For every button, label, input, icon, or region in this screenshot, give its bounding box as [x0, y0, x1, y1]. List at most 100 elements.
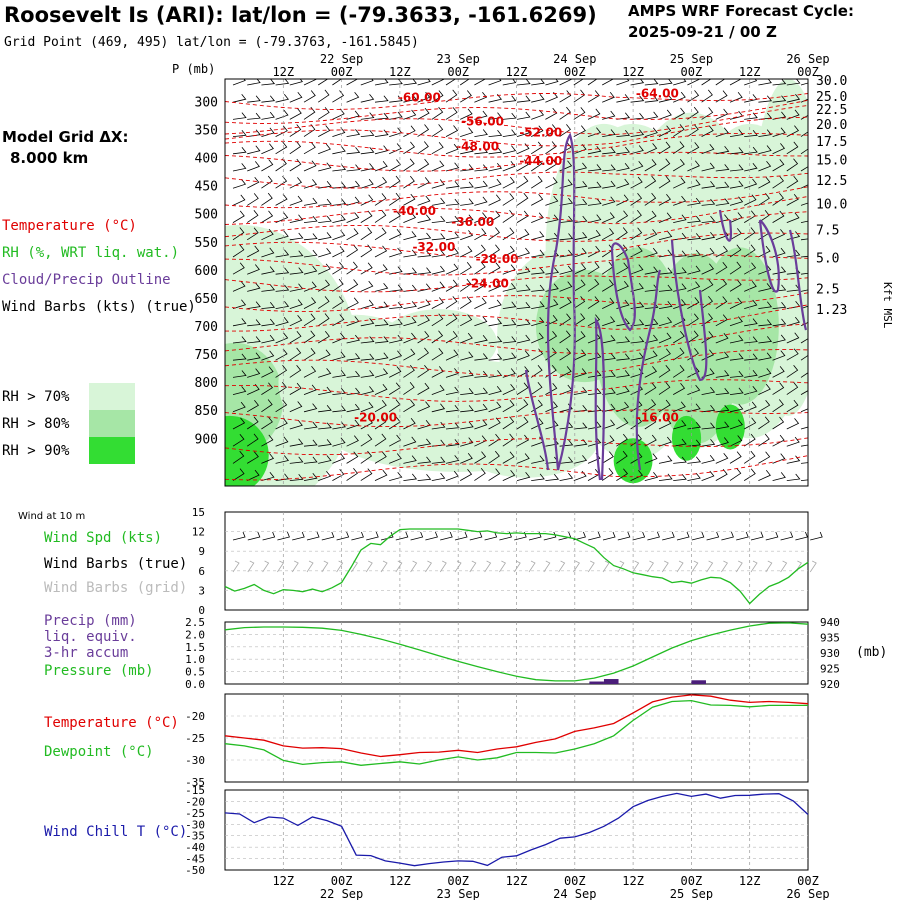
wind-barb [360, 227, 373, 241]
wind-barb [545, 195, 559, 206]
bottom-time-tick-label: 00Z [331, 874, 353, 888]
wind-barb [616, 450, 628, 464]
pressure-tick-label: 750 [195, 348, 218, 363]
height-tick-label: 30.0 [816, 74, 847, 89]
wind-barb [445, 198, 460, 206]
wind-barb [602, 110, 616, 120]
wind-barb [289, 347, 302, 361]
pressure-tick-label: 350 [195, 124, 218, 139]
wind-barb [673, 473, 687, 481]
wind-barb [516, 210, 529, 223]
legend-precip-liq: liq. equiv. [44, 629, 137, 645]
wind-barb [318, 470, 332, 481]
bottom-time-tick-label: 12Z [739, 874, 761, 888]
wind-barb [573, 331, 586, 344]
wind-barb [289, 314, 303, 327]
wind-barb [502, 245, 515, 258]
wind-barb [360, 79, 374, 86]
wind-barb [247, 176, 260, 189]
wind-barb [332, 230, 346, 241]
wind-barb [545, 267, 560, 275]
wind-barb [701, 247, 715, 258]
wind-barb [516, 247, 531, 258]
model-grid-label: Model Grid ΔX: [2, 128, 129, 146]
wind-barb [360, 450, 373, 464]
wind-barb [616, 417, 629, 430]
wind-barb [658, 473, 673, 481]
wind-barb [729, 110, 744, 120]
wind-barb [289, 401, 303, 413]
legend-rh90-label: RH > 90% [2, 443, 70, 459]
wind-barb [247, 95, 261, 103]
wind-barb [786, 212, 800, 223]
wind-barb [658, 212, 672, 223]
wind-barb [460, 230, 474, 241]
wind-barb [616, 79, 630, 86]
wind-barb [417, 283, 432, 292]
pressure-tick-label: 900 [195, 432, 218, 447]
y-tick-label: -35 [185, 776, 205, 789]
wind-barb [701, 386, 716, 395]
wind-barb [417, 364, 429, 378]
wind-barb [289, 474, 304, 481]
y-tick-label: 0 [198, 604, 205, 617]
wind-barb [800, 444, 808, 447]
wind-barb [374, 469, 388, 481]
bottom-date-tick-label: 24 Sep [553, 887, 596, 900]
wind-barb [545, 382, 558, 395]
wind-barb [275, 158, 287, 172]
wind-barb [488, 299, 502, 309]
wind-barb [673, 382, 686, 395]
wind-barb [531, 348, 544, 361]
wind-barb [459, 79, 470, 86]
wind-barb [786, 158, 799, 172]
wind-barb [318, 455, 332, 464]
wind-barb [275, 348, 288, 361]
wind-barb [616, 299, 630, 309]
wind-barb [673, 267, 687, 275]
wind-barb [758, 95, 773, 103]
wind-barb [573, 247, 587, 258]
wind-barb [616, 468, 628, 481]
wind-barb [559, 90, 572, 103]
rh-shading-layer [225, 79, 808, 486]
wind-barb [502, 129, 517, 137]
wind-barb [587, 90, 600, 103]
y-tick-label: 3 [198, 584, 205, 597]
wind-barb [516, 159, 529, 172]
legend-cloud-outline: Cloud/Precip Outline [2, 272, 171, 288]
wind-barb [758, 416, 770, 430]
wind-barb [502, 383, 516, 395]
wind-barb [772, 453, 786, 464]
wind-barb [403, 301, 417, 309]
wind-barb [303, 439, 318, 447]
cloud-outline [524, 369, 550, 471]
wind-barb [530, 364, 543, 378]
precip-bar [603, 679, 619, 684]
wind-barb [658, 436, 672, 447]
wind-barb [289, 364, 302, 378]
wind-barb [602, 164, 616, 172]
wind-barb [232, 433, 245, 447]
wind-barb [602, 180, 616, 189]
legend-rh80-swatch [89, 410, 135, 437]
wind-barb [531, 125, 544, 137]
wind-barb [744, 299, 758, 309]
wind-barb [417, 250, 432, 258]
wind-barb [658, 284, 673, 292]
wind-barb [502, 95, 517, 103]
wind-barb [360, 417, 373, 430]
wind-barb [587, 198, 602, 206]
wind-barb [275, 365, 288, 378]
page-title: Roosevelt Is (ARI): lat/lon = (-79.3633,… [4, 3, 597, 27]
legend-rh90-swatch [89, 437, 135, 464]
wind-barb [247, 368, 261, 378]
wind-barb [545, 79, 559, 86]
wind-barb [601, 451, 614, 464]
wind-barb [573, 181, 588, 189]
sfc-wind-barb-grid [750, 560, 758, 573]
wind-barb [247, 336, 261, 344]
wind-barb [488, 79, 502, 86]
wind-barb [474, 334, 488, 344]
wind-barb [573, 422, 588, 430]
